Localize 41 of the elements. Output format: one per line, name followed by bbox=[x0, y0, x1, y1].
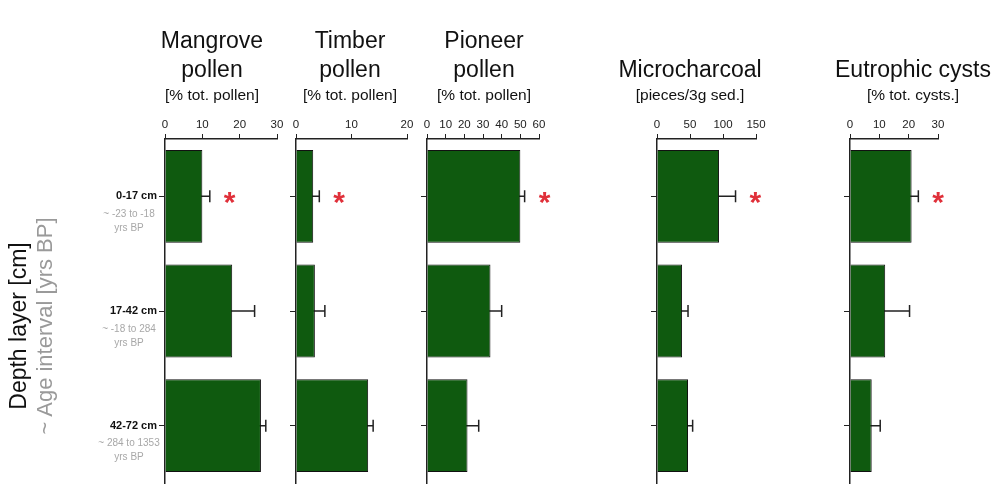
x-tick-label: 20 bbox=[233, 118, 247, 131]
x-tick-label: 10 bbox=[872, 118, 886, 131]
x-tick-label: 30 bbox=[476, 118, 490, 131]
x-axis-title: [pieces/3g sed.] bbox=[635, 85, 745, 105]
x-tick-label: 60 bbox=[532, 118, 546, 131]
x-tick-label: 40 bbox=[495, 118, 509, 131]
x-tick-label: 0 bbox=[292, 118, 300, 131]
x-tick-label: 150 bbox=[746, 118, 766, 131]
x-axis-title: [% tot. pollen] bbox=[165, 85, 259, 105]
x-axis-title: [% tot. pollen] bbox=[303, 85, 397, 105]
x-axis-title: [% tot. cysts.] bbox=[866, 85, 960, 105]
chart-title: Eutrophic cysts bbox=[835, 55, 991, 84]
y-axis-title: Depth layer [cm] ~ Age interval [yrs BP] bbox=[5, 217, 58, 435]
x-tick-label: 0 bbox=[161, 118, 169, 131]
y-tick-label: 42-72 cm ~ 284 to 1353 yrs BP bbox=[98, 418, 161, 463]
annotation: * bbox=[932, 184, 945, 218]
chart-title: Timber pollen bbox=[313, 26, 387, 84]
annotation: * bbox=[538, 184, 551, 218]
chart-title: Microcharcoal bbox=[618, 55, 762, 84]
chart-title: Mangrove pollen bbox=[159, 26, 265, 84]
annotation: * bbox=[223, 184, 236, 218]
chart-title: Pioneer pollen bbox=[443, 26, 525, 84]
x-tick-label: 10 bbox=[345, 118, 358, 131]
y-tick-label: 0-17 cm ~ -23 to -18 yrs BP bbox=[103, 189, 158, 234]
x-tick-label: 50 bbox=[683, 118, 697, 131]
x-axis-title: [% tot. pollen] bbox=[437, 85, 531, 105]
x-tick-label: 30 bbox=[931, 118, 945, 131]
x-tick-label: 0 bbox=[846, 118, 854, 131]
x-tick-label: 20 bbox=[457, 118, 471, 131]
annotation: * bbox=[749, 184, 762, 218]
x-tick-label: 0 bbox=[423, 118, 431, 131]
x-tick-label: 20 bbox=[400, 118, 414, 131]
annotation: * bbox=[333, 184, 346, 218]
x-tick-label: 20 bbox=[902, 118, 916, 131]
x-tick-label: 0 bbox=[653, 118, 661, 131]
x-tick-label: 100 bbox=[713, 118, 733, 131]
x-tick-label: 30 bbox=[270, 118, 284, 131]
x-tick-label: 50 bbox=[513, 118, 527, 131]
x-tick-label: 10 bbox=[195, 118, 209, 131]
y-tick-label: 17-42 cm ~ -18 to 284 yrs BP bbox=[102, 304, 158, 348]
x-tick-label: 10 bbox=[439, 118, 453, 131]
